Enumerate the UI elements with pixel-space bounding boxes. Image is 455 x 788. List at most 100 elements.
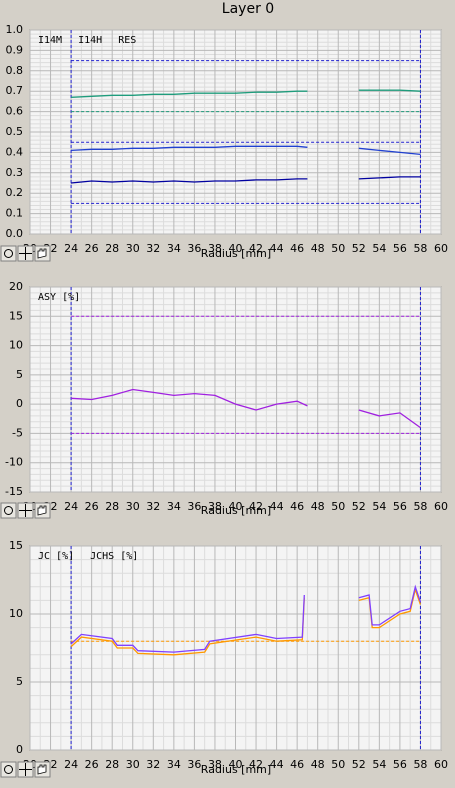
series-line <box>71 176 421 184</box>
x-tick-label: 56 <box>393 500 407 513</box>
x-tick-label: 58 <box>413 242 427 255</box>
x-tick-label: 30 <box>126 242 140 255</box>
legend-entry: I14M <box>38 35 62 46</box>
series-line <box>71 145 421 156</box>
x-tick-label: 32 <box>146 242 160 255</box>
chart-panel: 2022242628303234363840424446485052545658… <box>0 539 448 778</box>
x-tick-label: 58 <box>413 758 427 771</box>
x-tick-label: 52 <box>352 500 366 513</box>
x-tick-label: 46 <box>290 758 304 771</box>
x-tick-label: 46 <box>290 500 304 513</box>
x-tick-label: 32 <box>146 500 160 513</box>
x-tick-label: 30 <box>126 758 140 771</box>
x-tick-label: 60 <box>434 758 448 771</box>
x-tick-label: 52 <box>352 242 366 255</box>
x-tick-label: 26 <box>85 500 99 513</box>
zoom-icon <box>4 765 13 774</box>
x-tick-label: 60 <box>434 500 448 513</box>
pan-cross-icon <box>19 763 32 776</box>
x-tick-label: 40 <box>229 242 243 255</box>
y-tick-label: 0.7 <box>6 84 24 97</box>
y-tick-label: 0 <box>16 397 23 410</box>
legend-entry: JCHS [%] <box>90 551 138 562</box>
y-tick-label: 0.9 <box>6 43 24 56</box>
zoom-icon <box>4 249 13 258</box>
x-tick-label: 56 <box>393 242 407 255</box>
x-tick-label: 32 <box>146 758 160 771</box>
legend-entry: I14H <box>78 35 102 46</box>
hand-icon <box>37 505 47 516</box>
series-line <box>71 89 421 98</box>
y-tick-label: 15 <box>9 309 23 322</box>
x-tick-label: 42 <box>249 242 263 255</box>
x-axis-label: Radius [mm] <box>201 763 271 776</box>
x-tick-label: 28 <box>105 242 119 255</box>
pan-cross-icon <box>19 504 32 517</box>
x-tick-label: 58 <box>413 500 427 513</box>
x-axis-label: Radius [mm] <box>201 247 271 260</box>
x-tick-label: 28 <box>105 500 119 513</box>
x-tick-label: 34 <box>167 242 181 255</box>
y-tick-label: -10 <box>5 456 23 469</box>
y-tick-label: 0.5 <box>6 125 24 138</box>
y-tick-label: 5 <box>16 675 23 688</box>
x-tick-label: 56 <box>393 758 407 771</box>
y-tick-label: 10 <box>9 607 23 620</box>
zoom-icon <box>4 506 13 515</box>
legend-entry: JC [%] <box>38 551 74 562</box>
x-tick-label: 24 <box>64 758 78 771</box>
legend-entry: ASY [%] <box>38 292 80 303</box>
y-tick-label: 10 <box>9 339 23 352</box>
x-tick-label: 54 <box>372 242 386 255</box>
x-tick-label: 40 <box>229 758 243 771</box>
y-tick-label: -5 <box>12 426 23 439</box>
x-tick-label: 50 <box>331 758 345 771</box>
x-tick-label: 44 <box>270 758 284 771</box>
x-tick-label: 50 <box>331 500 345 513</box>
legend-entry: RES <box>118 35 136 46</box>
y-tick-label: 0.8 <box>6 64 24 77</box>
x-tick-label: 38 <box>208 500 222 513</box>
pan-cross-icon <box>19 247 32 260</box>
x-tick-label: 36 <box>187 242 201 255</box>
y-tick-label: 20 <box>9 280 23 293</box>
hand-icon <box>37 248 47 259</box>
x-tick-label: 26 <box>85 758 99 771</box>
chart-panel: 2022242628303234363840424446485052545658… <box>0 280 448 519</box>
x-tick-label: 36 <box>187 500 201 513</box>
y-tick-label: 0.6 <box>6 105 24 118</box>
y-tick-label: 5 <box>16 368 23 381</box>
y-tick-label: 0 <box>16 743 23 756</box>
x-tick-label: 40 <box>229 500 243 513</box>
y-tick-label: 0.4 <box>6 145 24 158</box>
x-tick-label: 60 <box>434 242 448 255</box>
toolbar-button[interactable] <box>0 245 17 262</box>
x-tick-label: 34 <box>167 500 181 513</box>
hand-icon <box>37 764 47 775</box>
window-title: Layer 0 <box>222 1 274 17</box>
toolbar-button[interactable] <box>0 502 17 519</box>
x-tick-label: 48 <box>311 242 325 255</box>
x-tick-label: 38 <box>208 758 222 771</box>
x-tick-label: 26 <box>85 242 99 255</box>
x-tick-label: 30 <box>126 500 140 513</box>
x-tick-label: 38 <box>208 242 222 255</box>
x-tick-label: 50 <box>331 242 345 255</box>
x-tick-label: 44 <box>270 500 284 513</box>
x-tick-label: 42 <box>249 758 263 771</box>
x-tick-label: 48 <box>311 500 325 513</box>
series-line <box>70 584 422 653</box>
x-tick-label: 24 <box>64 500 78 513</box>
x-axis-label: Radius [mm] <box>201 504 271 517</box>
x-tick-label: 42 <box>249 500 263 513</box>
series-line <box>71 388 421 429</box>
x-tick-label: 44 <box>270 242 284 255</box>
y-tick-label: 0.3 <box>6 166 24 179</box>
y-tick-label: 0.1 <box>6 207 24 220</box>
y-tick-label: 15 <box>9 539 23 552</box>
y-tick-label: 0.2 <box>6 186 24 199</box>
toolbar-button[interactable] <box>0 761 17 778</box>
x-tick-label: 52 <box>352 758 366 771</box>
x-tick-label: 48 <box>311 758 325 771</box>
